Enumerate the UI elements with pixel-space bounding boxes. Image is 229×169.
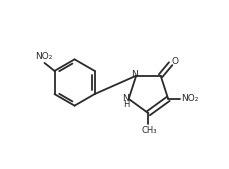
Text: N: N [131,70,138,79]
Text: NO₂: NO₂ [181,94,198,103]
Text: H: H [123,100,129,109]
Text: N: N [123,94,129,103]
Text: NO₂: NO₂ [35,52,52,61]
Text: O: O [172,57,179,66]
Text: CH₃: CH₃ [142,126,157,135]
